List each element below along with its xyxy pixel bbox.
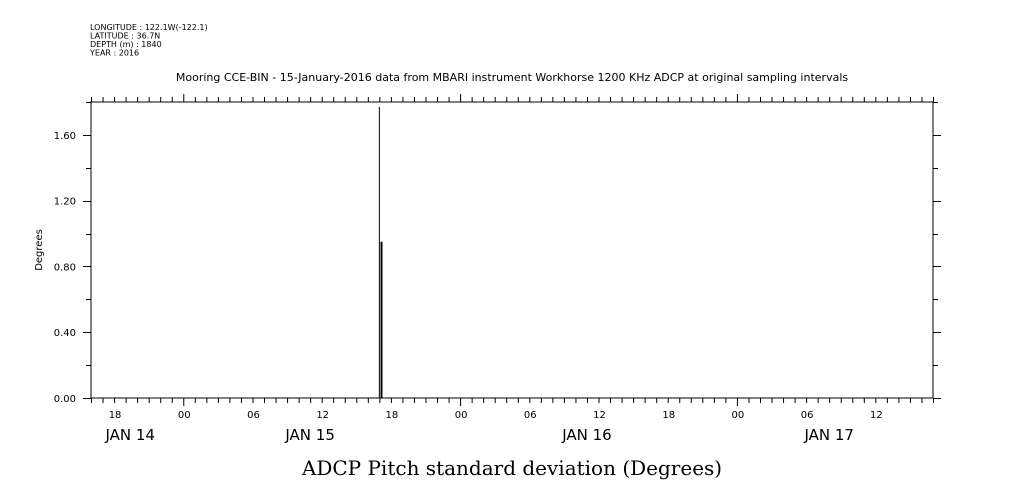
x-tick-label: 12 bbox=[870, 410, 883, 421]
y-axis-label: Degrees bbox=[34, 229, 45, 271]
metadata-line: LATITUDE : 36.7N bbox=[90, 32, 160, 41]
x-tick-label: 12 bbox=[316, 410, 329, 421]
day-label: JAN 17 bbox=[803, 426, 854, 444]
y-tick-label: 0.40 bbox=[54, 328, 76, 339]
plot-frame bbox=[90, 101, 934, 399]
y-tick-label: 0.80 bbox=[54, 262, 76, 273]
x-tick-label: 00 bbox=[455, 410, 468, 421]
y-tick-label: 0.00 bbox=[54, 394, 76, 405]
x-tick-label: 06 bbox=[247, 410, 260, 421]
x-tick-label: 18 bbox=[662, 410, 675, 421]
metadata-line: LONGITUDE : 122.1W(-122.1) bbox=[90, 23, 208, 32]
chart-title: Mooring CCE-BIN - 15-January-2016 data f… bbox=[176, 71, 848, 84]
y-tick-label: 1.20 bbox=[54, 197, 76, 208]
x-tick-label: 00 bbox=[732, 410, 745, 421]
x-tick-label: 18 bbox=[386, 410, 399, 421]
x-tick-label: 06 bbox=[524, 410, 537, 421]
x-axis-label: ADCP Pitch standard deviation (Degrees) bbox=[301, 456, 722, 480]
x-tick-label: 18 bbox=[109, 410, 122, 421]
x-tick-label: 12 bbox=[593, 410, 606, 421]
metadata-line: YEAR : 2016 bbox=[89, 49, 139, 58]
x-tick-label: 06 bbox=[801, 410, 814, 421]
y-tick-label: 1.60 bbox=[54, 131, 76, 142]
day-label: JAN 15 bbox=[284, 426, 335, 444]
x-tick-label: 00 bbox=[178, 410, 191, 421]
axis-ticks bbox=[83, 94, 941, 406]
metadata-block: LONGITUDE : 122.1W(-122.1)LATITUDE : 36.… bbox=[89, 23, 208, 58]
day-label: JAN 16 bbox=[561, 426, 612, 444]
metadata-line: DEPTH (m) : 1840 bbox=[90, 40, 162, 49]
day-label: JAN 14 bbox=[104, 426, 155, 444]
